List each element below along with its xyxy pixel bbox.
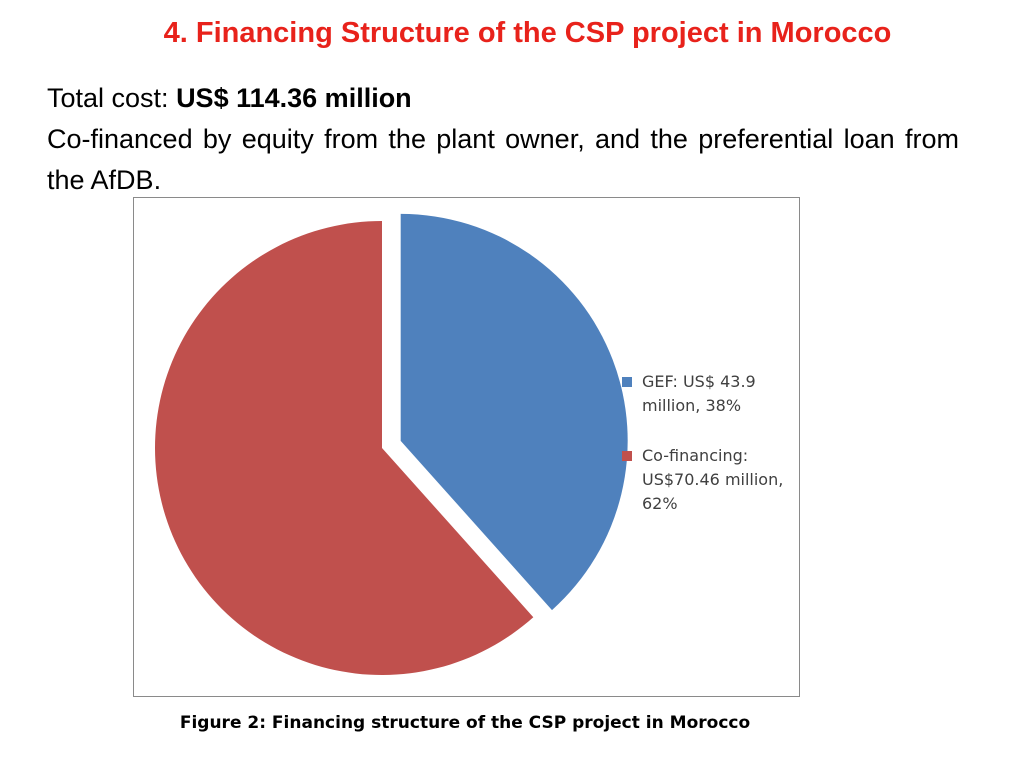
cofinance-text: Co-financed by equity from the plant own… bbox=[47, 124, 959, 195]
total-cost-line: Total cost: US$ 114.36 million bbox=[47, 78, 959, 119]
pie-chart-frame: GEF: US$ 43.9 million, 38% Co-financing: … bbox=[133, 197, 800, 697]
legend-label-0: GEF: US$ 43.9 million, 38% bbox=[642, 372, 756, 415]
figure-caption: Figure 2: Financing structure of the CSP… bbox=[179, 713, 751, 733]
legend-item-1: Co-financing: US$70.46 million, 62% bbox=[622, 444, 792, 516]
legend-swatch-1 bbox=[622, 451, 632, 461]
slide-title: 4. Financing Structure of the CSP projec… bbox=[163, 17, 892, 49]
total-cost-value: US$ 114.36 million bbox=[176, 83, 412, 113]
body-text: Total cost: US$ 114.36 million Co-financ… bbox=[47, 78, 959, 201]
total-cost-label: Total cost: bbox=[47, 83, 177, 113]
pie-slice-1 bbox=[154, 221, 534, 675]
legend-swatch-0 bbox=[622, 377, 632, 387]
chart-legend: GEF: US$ 43.9 million, 38% Co-financing: … bbox=[622, 370, 792, 542]
legend-label-1: Co-financing: US$70.46 million, 62% bbox=[642, 446, 784, 513]
pie-chart bbox=[154, 213, 628, 675]
legend-item-0: GEF: US$ 43.9 million, 38% bbox=[622, 370, 792, 418]
pie-slice-0 bbox=[400, 213, 628, 611]
